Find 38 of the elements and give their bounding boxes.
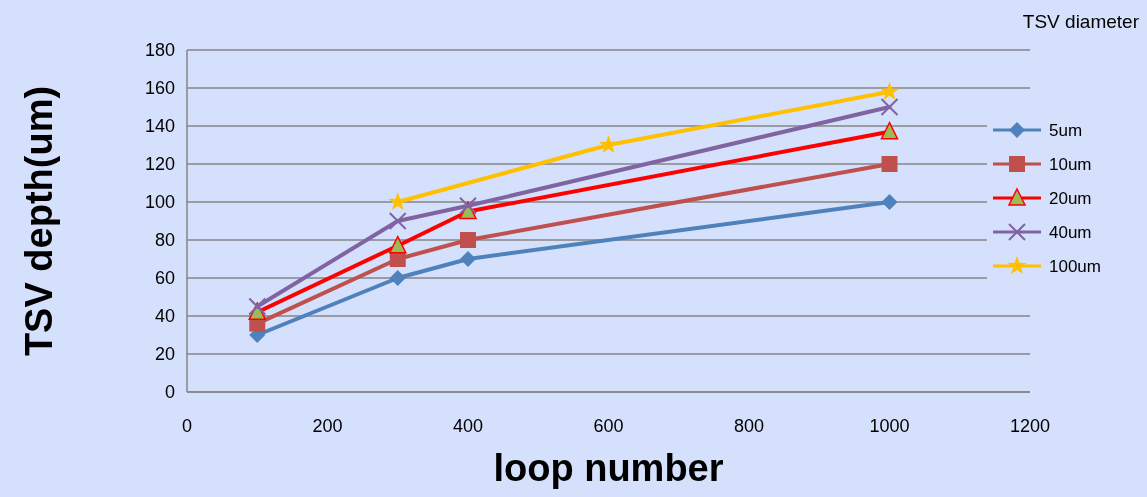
x-tick-label: 800 — [733, 416, 765, 436]
point — [389, 270, 406, 286]
y-tick-label: 100 — [144, 192, 175, 213]
x-tick-label: 200 — [312, 416, 343, 436]
x-tick-label: 1000 — [869, 416, 910, 436]
legend-label: 20um — [1049, 188, 1092, 208]
point — [880, 121, 899, 140]
x-tick-label: 0 — [181, 416, 193, 436]
y-tick-label: 40 — [154, 306, 175, 327]
y-tick-label: 80 — [154, 230, 175, 251]
y-tick-label: 140 — [144, 116, 175, 137]
point — [879, 81, 900, 100]
point — [460, 232, 476, 248]
x-axis-title: loop number — [493, 447, 724, 489]
legend-label: 5um — [1049, 120, 1083, 140]
legend-label: 10um — [1049, 154, 1092, 174]
y-tick-label: 0 — [164, 382, 175, 403]
point — [248, 297, 267, 316]
y-axis-title: TSV depth(um) — [18, 85, 60, 357]
point — [460, 251, 476, 267]
point — [389, 235, 407, 254]
y-tick-label: 180 — [144, 40, 175, 61]
y-tick-label: 20 — [154, 344, 175, 365]
x-tick-label: 600 — [593, 416, 624, 436]
y-tick-label: 160 — [144, 78, 175, 99]
point — [881, 156, 898, 172]
point — [598, 135, 619, 154]
point — [388, 212, 407, 230]
point — [881, 194, 898, 210]
legend-label: 100um — [1049, 256, 1101, 276]
y-tick-label: 60 — [154, 268, 175, 289]
legend-title: TSV diameter — [1022, 11, 1140, 32]
y-tick-label: 120 — [144, 154, 175, 175]
legend-label: 40um — [1049, 222, 1092, 242]
x-tick-label: 400 — [452, 416, 484, 436]
point — [459, 196, 477, 215]
x-tick-label: 1200 — [1009, 416, 1051, 436]
point — [880, 98, 899, 116]
